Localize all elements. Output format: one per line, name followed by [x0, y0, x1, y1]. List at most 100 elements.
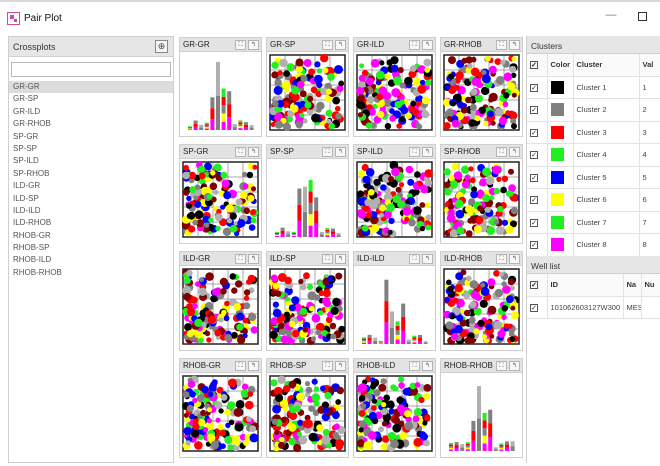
expand-icon[interactable]: ⛶ [322, 147, 333, 157]
crossplot-item[interactable]: SP-RHOB [13, 168, 50, 178]
scatter-plot[interactable] [269, 375, 346, 453]
plot-cell[interactable]: GR-GR ⛶ ↰ [179, 37, 262, 137]
expand-icon[interactable]: ⛶ [235, 147, 246, 157]
well-row[interactable]: ✓101062603127W300MES [527, 296, 660, 319]
expand-icon[interactable]: ⛶ [409, 361, 420, 371]
wells-select-all-checkbox[interactable]: ✓ [527, 274, 548, 297]
reset-view-icon[interactable]: ↰ [248, 40, 259, 50]
plot-cell[interactable]: SP-ILD ⛶ ↰ [353, 144, 436, 244]
reset-view-icon[interactable]: ↰ [335, 40, 346, 50]
crossplot-item[interactable]: RHOB-SP [13, 243, 50, 253]
scatter-plot[interactable] [182, 268, 259, 346]
plot-cell[interactable]: SP-GR ⛶ ↰ [179, 144, 262, 244]
column-header-nu[interactable]: Nu [641, 274, 660, 297]
reset-view-icon[interactable]: ↰ [509, 254, 520, 264]
plot-cell[interactable]: RHOB-ILD ⛶ ↰ [353, 358, 436, 458]
plot-cell[interactable]: RHOB-SP ⛶ ↰ [266, 358, 349, 458]
cluster-checkbox[interactable]: ✓ [527, 76, 548, 99]
crossplot-item[interactable]: ILD-RHOB [13, 218, 52, 228]
cluster-checkbox[interactable]: ✓ [527, 121, 548, 144]
cluster-color-swatch[interactable] [547, 211, 574, 234]
pin-icon[interactable]: ⊕ [155, 40, 168, 53]
crossplot-item[interactable]: RHOB-ILD [13, 255, 52, 265]
expand-icon[interactable]: ⛶ [496, 147, 507, 157]
scatter-plot[interactable] [443, 268, 520, 346]
expand-icon[interactable]: ⛶ [409, 40, 420, 50]
expand-icon[interactable]: ⛶ [322, 361, 333, 371]
crossplot-item[interactable]: SP-GR [13, 131, 39, 141]
crossplot-item[interactable]: SP-SP [13, 143, 38, 153]
cluster-checkbox[interactable]: ✓ [527, 98, 548, 122]
scatter-plot[interactable] [356, 161, 433, 239]
scatter-plot[interactable] [269, 268, 346, 346]
cluster-color-swatch[interactable] [547, 98, 574, 122]
reset-view-icon[interactable]: ↰ [248, 254, 259, 264]
cluster-checkbox[interactable]: ✓ [527, 233, 548, 257]
expand-icon[interactable]: ⛶ [496, 40, 507, 50]
histogram-plot[interactable] [269, 161, 346, 239]
reset-view-icon[interactable]: ↰ [509, 147, 520, 157]
scatter-plot[interactable] [182, 161, 259, 239]
plot-cell[interactable]: ILD-ILD ⛶ ↰ [353, 251, 436, 351]
crossplot-item[interactable]: GR-RHOB [13, 119, 51, 129]
reset-view-icon[interactable]: ↰ [335, 147, 346, 157]
reset-view-icon[interactable]: ↰ [335, 361, 346, 371]
expand-icon[interactable]: ⛶ [322, 254, 333, 264]
histogram-plot[interactable] [356, 268, 433, 346]
plot-cell[interactable]: GR-RHOB ⛶ ↰ [440, 37, 523, 137]
reset-view-icon[interactable]: ↰ [248, 147, 259, 157]
expand-icon[interactable]: ⛶ [235, 40, 246, 50]
plot-cell[interactable]: ILD-SP ⛶ ↰ [266, 251, 349, 351]
expand-icon[interactable]: ⛶ [322, 40, 333, 50]
crossplot-item[interactable]: SP-ILD [13, 156, 39, 166]
cluster-color-swatch[interactable] [547, 76, 574, 99]
expand-icon[interactable]: ⛶ [496, 254, 507, 264]
crossplot-item[interactable]: GR-SP [13, 94, 39, 104]
scatter-plot[interactable] [356, 375, 433, 453]
column-header-cluster[interactable]: Cluster [573, 54, 640, 77]
plot-cell[interactable]: ILD-RHOB ⛶ ↰ [440, 251, 523, 351]
cluster-checkbox[interactable]: ✓ [527, 143, 548, 167]
expand-icon[interactable]: ⛶ [496, 361, 507, 371]
cluster-color-swatch[interactable] [547, 166, 574, 189]
crossplot-item[interactable]: GR-ILD [13, 106, 41, 116]
histogram-plot[interactable] [182, 54, 259, 132]
crossplots-search-input[interactable] [11, 62, 171, 77]
cluster-checkbox[interactable]: ✓ [527, 166, 548, 189]
plot-cell[interactable]: SP-SP ⛶ ↰ [266, 144, 349, 244]
expand-icon[interactable]: ⛶ [409, 147, 420, 157]
scatter-plot[interactable] [443, 54, 520, 132]
scatter-plot[interactable] [182, 375, 259, 453]
reset-view-icon[interactable]: ↰ [422, 361, 433, 371]
reset-view-icon[interactable]: ↰ [335, 254, 346, 264]
histogram-plot[interactable] [443, 375, 520, 453]
column-header-color[interactable]: Color [547, 54, 574, 77]
reset-view-icon[interactable]: ↰ [248, 361, 259, 371]
cluster-checkbox[interactable]: ✓ [527, 188, 548, 212]
reset-view-icon[interactable]: ↰ [422, 254, 433, 264]
expand-icon[interactable]: ⛶ [409, 254, 420, 264]
crossplot-item[interactable]: ILD-SP [13, 193, 39, 203]
minimize-button[interactable]: — [605, 9, 617, 21]
cluster-color-swatch[interactable] [547, 121, 574, 144]
cluster-color-swatch[interactable] [547, 143, 574, 167]
expand-icon[interactable]: ⛶ [235, 361, 246, 371]
crossplot-item[interactable]: ILD-GR [13, 181, 41, 191]
crossplot-item[interactable]: RHOB-RHOB [13, 267, 62, 277]
plot-cell[interactable]: RHOB-GR ⛶ ↰ [179, 358, 262, 458]
plot-cell[interactable]: GR-ILD ⛶ ↰ [353, 37, 436, 137]
column-header-val[interactable]: Val [639, 54, 660, 77]
column-header-na[interactable]: Na [623, 274, 642, 297]
maximize-button[interactable] [632, 6, 654, 28]
scatter-plot[interactable] [269, 54, 346, 132]
scatter-plot[interactable] [356, 54, 433, 132]
crossplot-item[interactable]: GR-GR [9, 81, 173, 94]
